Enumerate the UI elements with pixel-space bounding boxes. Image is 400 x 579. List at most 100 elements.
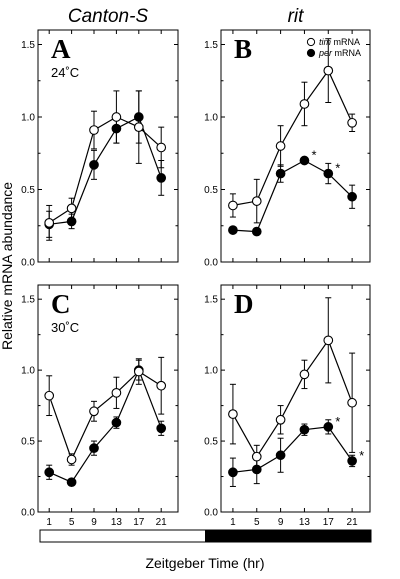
data-point-per (156, 173, 167, 183)
data-point-tim (299, 99, 310, 109)
data-point-per (299, 424, 310, 435)
data-point-tim (251, 196, 262, 206)
data-point-tim (89, 125, 99, 135)
data-point-per (323, 422, 334, 432)
panel-letter: A (51, 34, 71, 64)
x-tick-label: 5 (254, 517, 260, 528)
y-tick-label: 0.0 (204, 508, 218, 519)
legend-entry: per mRNA (318, 48, 361, 58)
y-tick-label: 0.5 (204, 437, 218, 448)
data-point-tim (66, 203, 77, 214)
light-period (39, 529, 206, 543)
data-point-tim (133, 366, 144, 377)
panel-frame (37, 284, 179, 513)
data-point-per (228, 467, 238, 478)
series-line-tim (232, 69, 353, 206)
data-point-per (275, 168, 286, 179)
series-per (44, 359, 167, 488)
data-point-tim (299, 369, 310, 380)
series-tim (44, 356, 167, 466)
y-tick-label: 1.0 (204, 366, 218, 377)
x-tick-label: 9 (91, 517, 97, 528)
data-point-tim (323, 335, 334, 346)
data-point-tim (347, 117, 357, 128)
significance-marker: * (335, 414, 340, 429)
series-per (228, 419, 357, 487)
series-tim (228, 38, 357, 224)
data-point-per (275, 450, 286, 461)
light-dark-bar (39, 529, 372, 543)
data-point-tim (275, 414, 286, 425)
x-tick-label: 13 (299, 517, 311, 528)
panel-letter: C (51, 289, 71, 319)
significance-marker: * (359, 448, 364, 463)
data-point-tim (251, 451, 262, 462)
column-title: rit (288, 6, 305, 27)
data-point-per (323, 168, 334, 179)
legend-marker (306, 37, 316, 47)
legend-marker (306, 48, 316, 58)
significance-marker: * (335, 161, 340, 176)
y-tick-label: 1.0 (204, 113, 218, 124)
data-point-per (66, 477, 77, 488)
data-point-tim (347, 397, 357, 408)
data-point-tim (111, 112, 122, 122)
data-point-tim (275, 141, 286, 151)
y-tick-label: 1.0 (21, 366, 35, 377)
data-point-tim (44, 218, 55, 228)
series-line-per (49, 116, 162, 225)
data-point-per (228, 225, 238, 235)
y-tick-label: 0.5 (204, 185, 218, 196)
data-point-per (89, 160, 99, 170)
data-point-per (251, 226, 262, 237)
data-point-per (111, 417, 122, 428)
legend-entry: tim mRNA (319, 37, 360, 47)
y-tick-label: 1.5 (204, 40, 218, 51)
x-tick-label: 17 (323, 517, 335, 528)
series-tim (228, 297, 357, 469)
series-tim (44, 90, 167, 241)
series-line-tim (232, 339, 353, 458)
data-point-tim (228, 409, 238, 419)
dark-period (205, 529, 372, 543)
y-tick-label: 0.5 (21, 185, 35, 196)
y-tick-label: 0.5 (21, 437, 35, 448)
panels: Canton-S A24˚C 0.0 0.5 1.0 1.5 rit B 0.0 0.5 1.0 1.… (21, 6, 371, 528)
data-point-per (44, 467, 55, 478)
data-point-per (347, 456, 357, 466)
data-point-tim (133, 122, 144, 132)
panel-d: D 0.0 0.5 1.0 1.5 1 5 9 13 17 21 * * (204, 284, 371, 528)
data-point-tim (228, 200, 238, 211)
x-tick-label: 21 (347, 517, 359, 528)
panel-frame (220, 29, 371, 263)
x-tick-label: 13 (111, 517, 123, 528)
data-point-per (156, 423, 167, 434)
series-per (228, 155, 357, 237)
x-tick-label: 9 (278, 517, 284, 528)
data-point-per (347, 191, 357, 202)
panel-frame (220, 284, 371, 513)
column-title: Canton-S (68, 6, 149, 27)
series-line-per (48, 368, 162, 483)
y-tick-label: 0.0 (204, 258, 218, 269)
x-tick-label: 21 (156, 517, 168, 528)
x-tick-label: 1 (230, 517, 236, 528)
panel-letter: B (234, 34, 252, 64)
y-tick-label: 1.5 (204, 295, 218, 306)
data-point-per (299, 155, 310, 166)
data-point-tim (323, 65, 334, 76)
x-axis-label: Zeitgeber Time (hr) (145, 555, 264, 571)
y-tick-label: 1.5 (21, 40, 35, 51)
significance-marker: * (311, 148, 316, 163)
panel-a: Canton-S A24˚C 0.0 0.5 1.0 1.5 (21, 6, 179, 269)
y-tick-label: 0.0 (21, 508, 35, 519)
panel-frame (37, 29, 179, 263)
series-line-tim (48, 116, 162, 224)
x-tick-label: 5 (69, 517, 75, 528)
series-line-per (232, 159, 353, 233)
data-point-tim (66, 454, 77, 465)
x-tick-label: 1 (46, 517, 52, 528)
temperature-label: 30˚C (51, 320, 79, 335)
